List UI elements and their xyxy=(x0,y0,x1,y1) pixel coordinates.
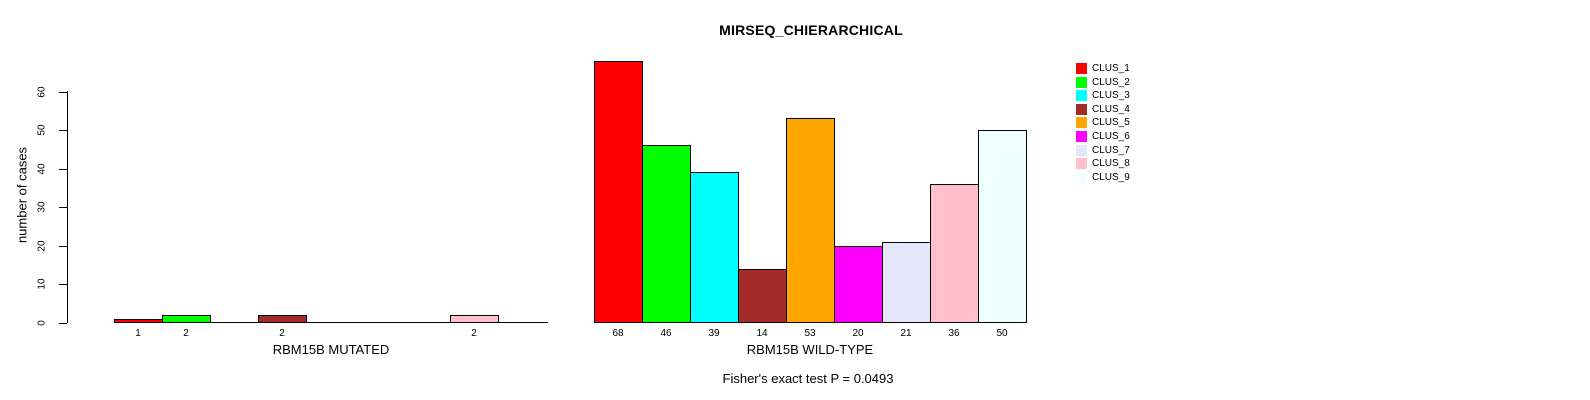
legend-swatch xyxy=(1076,90,1087,101)
y-axis-tick-label: 30 xyxy=(36,201,48,213)
y-axis-tick xyxy=(59,169,67,170)
bar-value-label: 14 xyxy=(756,328,768,339)
legend-item: CLUS_9 xyxy=(1076,171,1130,184)
legend-label: CLUS_9 xyxy=(1092,172,1130,183)
bar-CLUS_3 xyxy=(690,172,739,323)
legend-swatch xyxy=(1076,63,1087,74)
legend-label: CLUS_1 xyxy=(1092,63,1130,74)
bar-value-label: 2 xyxy=(279,328,285,339)
bar-value-label: 1 xyxy=(135,328,141,339)
bar-value-label: 21 xyxy=(900,328,912,339)
y-axis-tick xyxy=(59,246,67,247)
legend-item: CLUS_7 xyxy=(1076,144,1130,157)
legend-item: CLUS_8 xyxy=(1076,157,1130,170)
bar-value-label: 46 xyxy=(660,328,672,339)
bar-CLUS_2 xyxy=(162,315,211,323)
legend-swatch xyxy=(1076,145,1087,156)
legend-label: CLUS_8 xyxy=(1092,158,1130,169)
fisher-test-annotation: Fisher's exact test P = 0.0493 xyxy=(722,371,894,386)
legend-label: CLUS_7 xyxy=(1092,145,1130,156)
legend-item: CLUS_3 xyxy=(1076,89,1130,102)
y-axis-tick xyxy=(59,284,67,285)
y-axis-tick xyxy=(59,207,67,208)
chart-title: MIRSEQ_CHIERARCHICAL xyxy=(719,22,903,38)
bar-value-label: 2 xyxy=(471,328,477,339)
y-axis-tick-label: 40 xyxy=(36,163,48,175)
legend-swatch xyxy=(1076,131,1087,142)
y-axis-line xyxy=(67,91,68,323)
bar-value-label: 20 xyxy=(852,328,864,339)
bar-CLUS_1 xyxy=(114,319,163,323)
bar-CLUS_6 xyxy=(834,246,883,323)
bar-CLUS_8 xyxy=(930,184,979,323)
y-axis-tick xyxy=(59,130,67,131)
legend-label: CLUS_2 xyxy=(1092,77,1130,88)
legend-item: CLUS_4 xyxy=(1076,103,1130,116)
bar-CLUS_9 xyxy=(978,130,1027,323)
legend-label: CLUS_5 xyxy=(1092,117,1130,128)
y-axis-tick-label: 20 xyxy=(36,240,48,252)
bar-value-label: 68 xyxy=(612,328,624,339)
y-axis-tick-label: 60 xyxy=(36,86,48,98)
legend-swatch xyxy=(1076,104,1087,115)
legend-label: CLUS_3 xyxy=(1092,90,1130,101)
legend-label: CLUS_6 xyxy=(1092,131,1130,142)
bar-CLUS_5 xyxy=(786,118,835,323)
y-axis-tick xyxy=(59,92,67,93)
x-axis-line xyxy=(114,322,548,323)
bar-CLUS_8 xyxy=(450,315,499,323)
bar-CLUS_1 xyxy=(594,61,643,323)
x-axis-label-mutated: RBM15B MUTATED xyxy=(272,342,390,357)
bar-value-label: 39 xyxy=(708,328,720,339)
y-axis-tick-label: 10 xyxy=(36,278,48,290)
legend-swatch xyxy=(1076,77,1087,88)
bar-CLUS_4 xyxy=(258,315,307,323)
legend-item: CLUS_6 xyxy=(1076,130,1130,143)
bar-value-label: 2 xyxy=(183,328,189,339)
y-axis-tick-label: 50 xyxy=(36,124,48,136)
bar-CLUS_4 xyxy=(738,269,787,323)
y-axis-title: number of cases xyxy=(14,146,30,244)
bar-value-label: 36 xyxy=(948,328,960,339)
legend-swatch xyxy=(1076,172,1087,183)
bar-CLUS_7 xyxy=(882,242,931,323)
bar-value-label: 53 xyxy=(804,328,816,339)
legend-item: CLUS_5 xyxy=(1076,116,1130,129)
legend-label: CLUS_4 xyxy=(1092,104,1130,115)
y-axis-tick-label: 0 xyxy=(36,320,48,326)
legend-swatch xyxy=(1076,158,1087,169)
legend-swatch xyxy=(1076,117,1087,128)
legend-item: CLUS_2 xyxy=(1076,76,1130,89)
legend-item: CLUS_1 xyxy=(1076,62,1130,75)
y-axis-tick xyxy=(59,323,67,324)
bar-CLUS_2 xyxy=(642,145,691,323)
x-axis-label-wildtype: RBM15B WILD-TYPE xyxy=(746,342,874,357)
bar-value-label: 50 xyxy=(996,328,1008,339)
